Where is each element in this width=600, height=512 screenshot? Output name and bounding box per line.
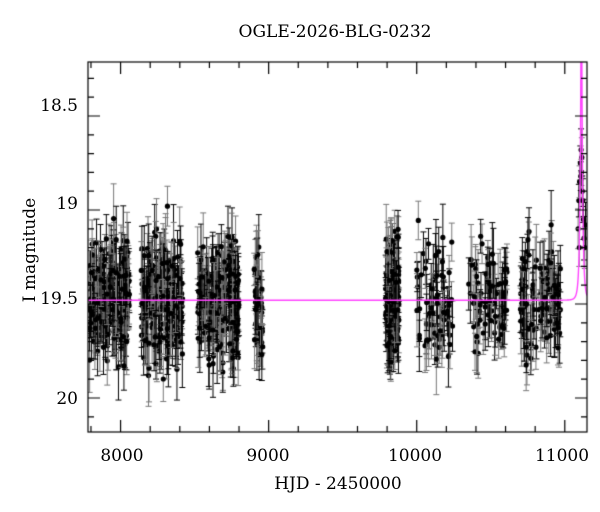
y-tick-label: 20 (56, 389, 78, 409)
chart-title: OGLE-2026-BLG-0232 (238, 22, 432, 42)
x-tick-label: 10000 (387, 446, 443, 466)
x-tick-label: 11000 (534, 446, 590, 466)
x-tick-label: 8000 (100, 446, 144, 466)
y-tick-label: 19.5 (40, 289, 78, 309)
x-tick-label: 9000 (246, 446, 290, 466)
y-tick-label: 19 (56, 194, 78, 214)
x-axis-label: HJD - 2450000 (274, 474, 402, 494)
y-tick-label: 18.5 (40, 96, 78, 116)
